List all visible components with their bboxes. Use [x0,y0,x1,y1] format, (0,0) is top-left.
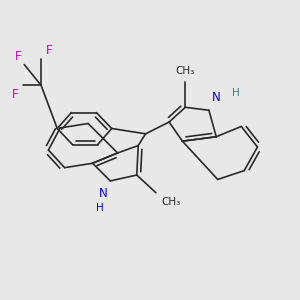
Text: F: F [12,88,19,101]
Text: N: N [99,187,107,200]
Text: N: N [212,92,220,104]
Text: H: H [232,88,240,98]
Text: F: F [15,50,21,63]
Text: CH₃: CH₃ [176,66,195,76]
Text: F: F [46,44,52,57]
Text: CH₃: CH₃ [162,197,181,207]
Text: H: H [96,203,104,213]
